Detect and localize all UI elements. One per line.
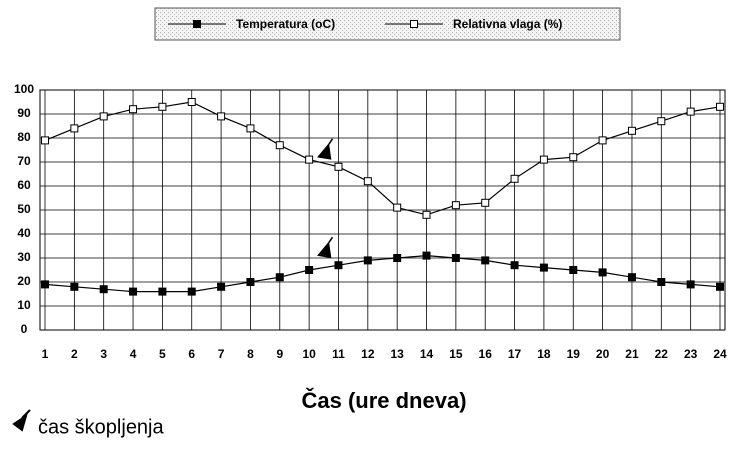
x-tick-label: 16 — [479, 347, 493, 361]
x-axis-title: Čas (ure dneva) — [301, 388, 466, 413]
data-point — [305, 155, 314, 164]
x-tick-label: 14 — [420, 347, 434, 361]
data-point — [451, 201, 460, 210]
data-point — [41, 280, 49, 289]
y-tick-label: 90 — [17, 106, 31, 120]
x-tick-label: 18 — [537, 347, 551, 361]
data-point — [363, 256, 372, 265]
y-tick-label: 80 — [17, 130, 31, 144]
data-point — [334, 261, 343, 270]
data-point — [70, 282, 79, 291]
x-tick-label: 11 — [332, 347, 345, 361]
legend: Temperatura (oC) Relativna vlaga (%) — [168, 17, 562, 31]
arrow-icon — [317, 138, 334, 160]
x-tick-label: 13 — [390, 347, 404, 361]
y-tick-label: 30 — [17, 250, 31, 264]
data-point — [539, 263, 548, 272]
data-point — [393, 203, 402, 212]
data-point — [129, 287, 138, 296]
y-tick-label: 50 — [17, 202, 31, 216]
y-tick-label: 70 — [17, 154, 31, 168]
y-tick-label: 0 — [21, 322, 28, 336]
data-point — [422, 210, 431, 219]
y-tick-label: 10 — [17, 298, 31, 312]
data-point — [716, 102, 724, 111]
data-point — [129, 105, 138, 114]
data-point — [422, 251, 431, 260]
series-line — [44, 254, 721, 293]
data-point — [187, 287, 196, 296]
data-point — [598, 136, 607, 145]
footnote-icon — [12, 409, 31, 432]
data-point — [481, 256, 490, 265]
x-tick-label: 6 — [188, 347, 195, 361]
data-point — [99, 285, 108, 294]
legend-marker — [193, 20, 201, 28]
data-point — [246, 278, 255, 286]
data-point — [70, 124, 79, 133]
data-point — [217, 112, 226, 121]
data-point — [363, 177, 372, 186]
data-point — [510, 261, 519, 270]
data-point — [627, 126, 636, 135]
data-point — [334, 162, 343, 171]
x-tick-label: 10 — [302, 347, 316, 361]
x-tick-label: 1 — [42, 347, 49, 361]
legend-label: Relativna vlaga (%) — [453, 17, 562, 31]
x-tick-label: 2 — [71, 347, 78, 361]
data-point — [686, 107, 695, 116]
data-point — [41, 136, 49, 145]
x-tick-label: 3 — [100, 347, 107, 361]
data-point — [569, 266, 578, 274]
data-point — [305, 266, 314, 274]
data-point — [657, 117, 666, 126]
y-tick-label: 60 — [17, 178, 31, 192]
y-tick-label: 40 — [17, 226, 31, 240]
data-point — [393, 254, 402, 262]
data-point — [569, 153, 578, 162]
x-tick-label: 12 — [361, 347, 375, 361]
data-point — [217, 282, 226, 291]
data-point — [158, 102, 167, 111]
arrow-icon — [317, 236, 334, 259]
x-tick-label: 4 — [130, 347, 137, 361]
data-point — [99, 112, 108, 121]
x-tick-label: 21 — [625, 347, 639, 361]
data-point — [657, 278, 666, 286]
data-point — [598, 268, 607, 277]
x-tick-label: 24 — [713, 347, 727, 361]
data-point — [510, 174, 519, 183]
data-point — [187, 98, 196, 106]
y-tick-label: 100 — [14, 82, 34, 96]
series-line — [44, 101, 721, 216]
data-point — [686, 280, 695, 289]
x-tick-label: 9 — [276, 347, 283, 361]
x-tick-label: 22 — [655, 347, 669, 361]
x-tick-label: 23 — [684, 347, 698, 361]
legend-label: Temperatura (oC) — [236, 17, 335, 31]
legend-marker — [410, 20, 418, 28]
data-point — [275, 273, 284, 282]
data-point — [539, 155, 548, 164]
data-point — [246, 124, 255, 133]
data-point — [275, 141, 284, 150]
x-tick-label: 20 — [596, 347, 610, 361]
x-tick-label: 5 — [159, 347, 166, 361]
data-point — [451, 254, 460, 262]
x-tick-label: 19 — [567, 347, 581, 361]
data-point — [716, 282, 724, 291]
x-tick-label: 17 — [508, 347, 522, 361]
x-tick-label: 8 — [247, 347, 254, 361]
y-tick-label: 20 — [17, 274, 31, 288]
data-point — [627, 273, 636, 282]
x-tick-label: 15 — [449, 347, 463, 361]
x-tick-label: 7 — [218, 347, 225, 361]
data-point — [481, 198, 490, 207]
data-point — [158, 287, 167, 296]
footnote: čas škopljenja — [38, 416, 165, 438]
